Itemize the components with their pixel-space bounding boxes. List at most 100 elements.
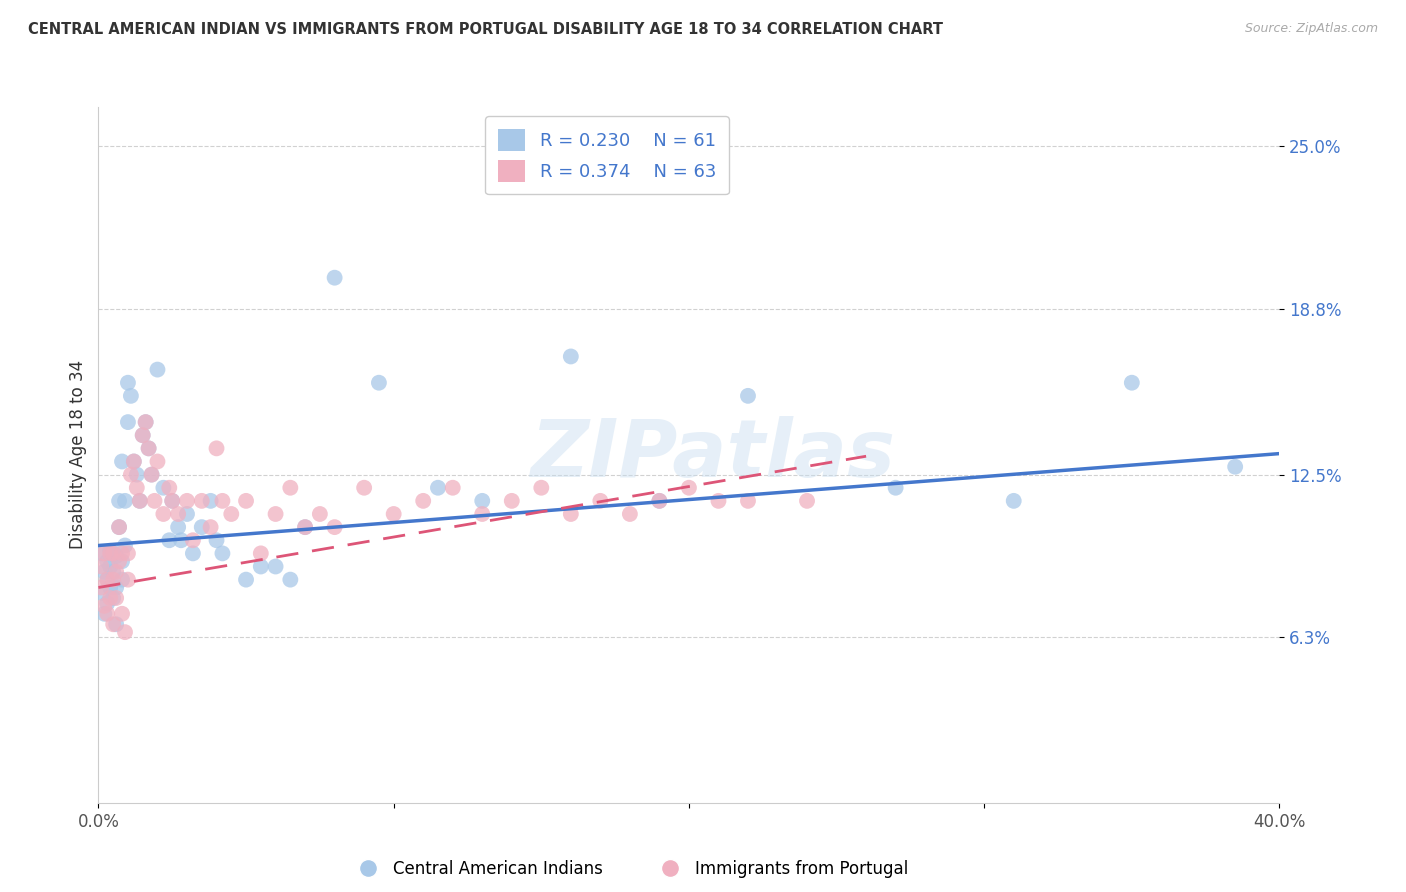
- Text: ZIPatlas: ZIPatlas: [530, 416, 896, 494]
- Point: [157, 533, 180, 548]
- Point: [103, 591, 125, 605]
- Point: [264, 507, 287, 521]
- Point: [108, 494, 131, 508]
- Point: [122, 454, 145, 468]
- Point: [648, 494, 671, 508]
- Point: [471, 507, 494, 521]
- Point: [105, 565, 128, 579]
- Point: [368, 376, 391, 390]
- Point: [111, 554, 134, 568]
- Point: [98, 591, 121, 605]
- Point: [176, 494, 198, 508]
- Point: [589, 494, 612, 508]
- Point: [211, 546, 233, 560]
- Point: [108, 520, 131, 534]
- Point: [90, 586, 112, 600]
- Point: [117, 376, 139, 390]
- Point: [96, 607, 118, 621]
- Point: [1223, 459, 1246, 474]
- Point: [560, 350, 582, 364]
- Point: [93, 599, 115, 613]
- Point: [211, 494, 233, 508]
- Point: [412, 494, 434, 508]
- Point: [152, 507, 174, 521]
- Point: [111, 573, 134, 587]
- Point: [162, 494, 183, 508]
- Point: [382, 507, 405, 521]
- Point: [120, 467, 142, 482]
- Point: [235, 494, 257, 508]
- Point: [96, 573, 118, 587]
- Point: [353, 481, 375, 495]
- Point: [167, 507, 190, 521]
- Point: [678, 481, 700, 495]
- Point: [108, 554, 131, 568]
- Point: [205, 442, 228, 456]
- Point: [135, 415, 157, 429]
- Point: [141, 467, 163, 482]
- Point: [167, 520, 190, 534]
- Point: [96, 554, 118, 568]
- Point: [264, 559, 287, 574]
- Point: [441, 481, 464, 495]
- Point: [323, 270, 346, 285]
- Point: [90, 546, 112, 560]
- Point: [1002, 494, 1025, 508]
- Legend: Central American Indians, Immigrants from Portugal: Central American Indians, Immigrants fro…: [344, 854, 915, 885]
- Point: [309, 507, 332, 521]
- Point: [117, 546, 139, 560]
- Point: [105, 549, 128, 563]
- Point: [105, 591, 128, 605]
- Text: Source: ZipAtlas.com: Source: ZipAtlas.com: [1244, 22, 1378, 36]
- Point: [125, 467, 148, 482]
- Point: [114, 494, 136, 508]
- Point: [250, 546, 273, 560]
- Point: [200, 520, 222, 534]
- Point: [181, 533, 204, 548]
- Point: [737, 389, 759, 403]
- Point: [117, 573, 139, 587]
- Point: [105, 581, 128, 595]
- Point: [111, 454, 134, 468]
- Point: [619, 507, 641, 521]
- Point: [138, 442, 160, 456]
- Point: [146, 362, 169, 376]
- Point: [162, 494, 183, 508]
- Point: [98, 581, 121, 595]
- Point: [294, 520, 316, 534]
- Point: [103, 617, 125, 632]
- Point: [125, 481, 148, 495]
- Point: [737, 494, 759, 508]
- Point: [103, 573, 125, 587]
- Point: [707, 494, 730, 508]
- Point: [98, 543, 121, 558]
- Point: [132, 428, 155, 442]
- Point: [111, 607, 134, 621]
- Point: [427, 481, 450, 495]
- Point: [278, 481, 302, 495]
- Point: [98, 546, 121, 560]
- Point: [114, 625, 136, 640]
- Point: [103, 565, 125, 579]
- Point: [191, 520, 214, 534]
- Point: [1121, 376, 1143, 390]
- Point: [135, 415, 157, 429]
- Point: [170, 533, 193, 548]
- Point: [323, 520, 346, 534]
- Point: [205, 533, 228, 548]
- Point: [796, 494, 818, 508]
- Point: [471, 494, 494, 508]
- Point: [111, 546, 134, 560]
- Point: [278, 573, 302, 587]
- Point: [108, 520, 131, 534]
- Point: [93, 546, 115, 560]
- Point: [143, 494, 166, 508]
- Point: [176, 507, 198, 521]
- Point: [93, 565, 115, 579]
- Point: [90, 581, 112, 595]
- Point: [501, 494, 523, 508]
- Y-axis label: Disability Age 18 to 34: Disability Age 18 to 34: [69, 360, 87, 549]
- Point: [181, 546, 204, 560]
- Point: [128, 494, 150, 508]
- Point: [235, 573, 257, 587]
